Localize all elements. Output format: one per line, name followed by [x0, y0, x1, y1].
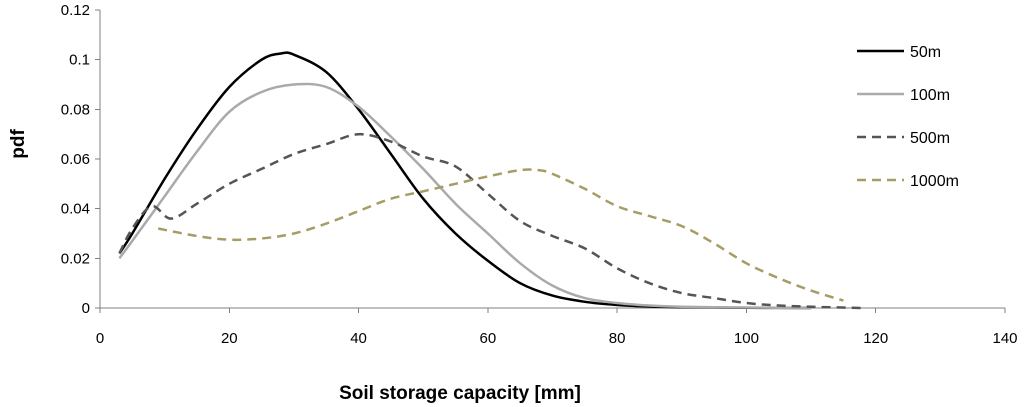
legend-label-100m: 100m	[910, 87, 950, 104]
x-tick-label: 100	[734, 330, 759, 347]
y-axis-label: pdf	[8, 129, 29, 159]
y-tick-label: 0.12	[61, 2, 90, 19]
y-tick-label: 0.06	[61, 151, 90, 168]
y-tick-label: 0	[82, 300, 90, 317]
legend-label-50m: 50m	[910, 44, 941, 61]
legend: 50m 100m 500m 1000m	[857, 44, 959, 190]
x-tick-label: 20	[221, 330, 238, 347]
x-tick-label: 40	[350, 330, 367, 347]
series-line-500m	[118, 132, 863, 310]
y-tick-label: 0.1	[69, 52, 90, 69]
series-line-100m	[118, 82, 812, 310]
x-axis-label: Soil storage capacity [mm]	[339, 383, 581, 404]
legend-label-500m: 500m	[910, 130, 950, 147]
series-line-1000m	[157, 168, 844, 302]
y-tick-label: 0.08	[61, 101, 90, 118]
legend-label-1000m: 1000m	[910, 173, 959, 190]
series-layer	[118, 51, 863, 310]
y-tick-label: 0.04	[61, 201, 90, 218]
axes: 0 0.02 0.04 0.06 0.08 0.1 0.12 0 20 40 60 80 100 120 1…	[61, 2, 1018, 347]
x-tick-label: 80	[609, 330, 626, 347]
y-tick-label: 0.02	[61, 250, 90, 267]
x-tick-label: 140	[992, 330, 1017, 347]
x-tick-label: 60	[480, 330, 497, 347]
x-tick-label: 0	[96, 330, 104, 347]
x-tick-label: 120	[863, 330, 888, 347]
